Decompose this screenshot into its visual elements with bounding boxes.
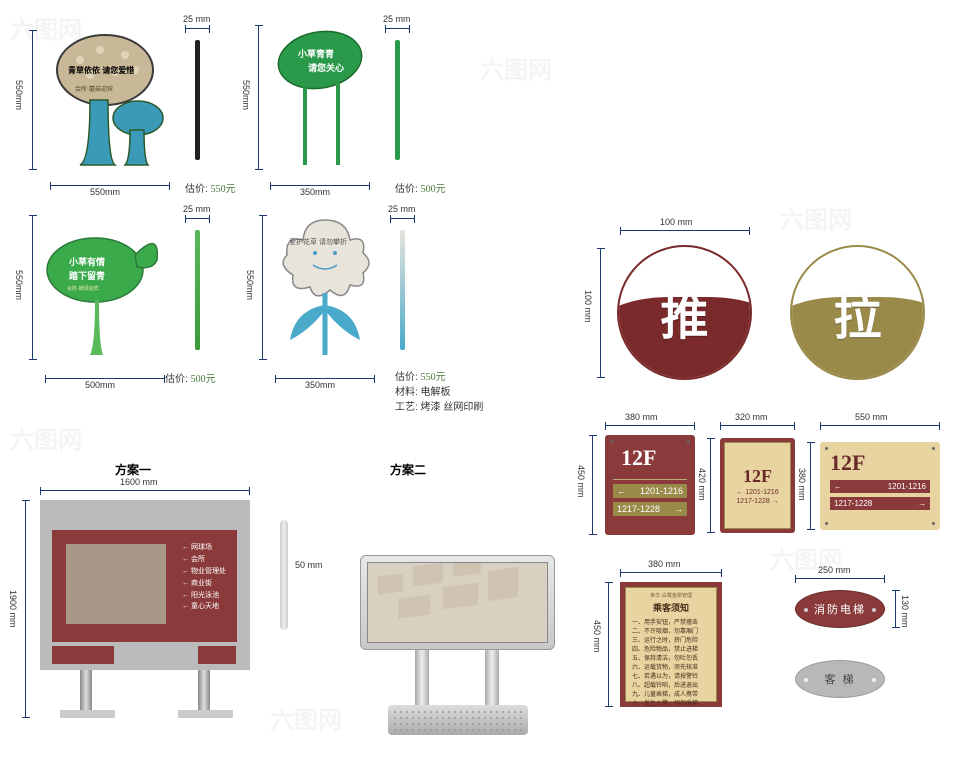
flower-sign: 爱护花草 请勿攀折 [275,215,385,365]
dim-label: 550mm [241,80,251,110]
dim-label: 380 mm [797,468,807,501]
dim-label: 500mm [85,380,115,390]
dim-fc-w [820,425,940,426]
kiosk-b [360,555,555,650]
dim-flower-h [262,215,263,360]
watermark: 六图网 [270,700,342,735]
watermark: 六图网 [10,420,82,455]
dim-leaf-w [270,185,370,186]
sprout-thickness-bar [195,230,200,350]
dim-oval-w [795,578,885,579]
dim-ka-w [40,490,250,491]
flower-text1: 爱护花草 请勿攀折 [289,237,347,247]
dim-notice-w [620,572,722,573]
dim-flower-w [275,378,375,379]
dim-fa-w [605,425,695,426]
dim-label: 350mm [300,187,330,197]
dim-push-h [600,248,601,378]
kiosk-a: 网球场会所物业管理处商业街阳光泳池童心天地 [40,500,250,670]
dim-label: 320 mm [735,412,768,422]
dim-label: 550 mm [855,412,888,422]
material-note: 材料: 电解板 工艺: 烤漆 丝网印刷 [395,385,483,415]
dim-flower-t [390,218,415,219]
mushroom-price: 估价: 550元 [185,180,236,195]
dim-fc-h [810,442,811,530]
dim-fa-h [592,435,593,535]
sprout-text3: 会所·嫩绿迎宾 [67,285,99,292]
watermark: 六图网 [480,50,552,85]
pull-sign: 拉 [790,245,925,380]
push-sign: 推 [617,245,752,380]
plan1-label: 方案一 [115,461,151,478]
dim-mushroom-h [32,30,33,170]
mushroom-sign: 青草依依 请您爱惜 会所·蘑菇迎宾 [50,30,180,175]
plan2-label: 方案二 [390,461,426,478]
dim-notice-h [608,582,609,707]
dim-label: 25 mm [388,204,416,214]
dim-mushroom-t [185,28,210,29]
kiosk-a-list: 网球场会所物业管理处商业街阳光泳池童心天地 [182,542,226,613]
dim-label: 25 mm [183,204,211,214]
dim-label: 350mm [305,380,335,390]
kiosk-a-side [280,520,288,630]
dim-label: 25 mm [183,14,211,24]
dim-label: 1600 mm [120,477,158,487]
dim-label: 1900 mm [8,590,18,628]
dim-leaf-t [385,28,410,29]
flower-thickness-bar [400,230,405,350]
fire-elevator-sign: 消防电梯 [795,590,885,628]
dim-label: 550mm [245,270,255,300]
dim-mushroom-w [50,185,170,186]
dim-sprout-w [45,378,165,379]
dim-push-w [620,230,750,231]
leaf-sign: 小草青青 请您关心 [270,25,380,175]
dim-label: 550mm [14,80,24,110]
dim-leaf-h [258,25,259,170]
dim-fb-w [720,425,795,426]
dim-label: 550mm [14,270,24,300]
dim-label: 100 mm [660,217,693,227]
floor-sign-a: 12F ←1201-1216 1217-1228→ [605,435,695,535]
mushroom-text2: 会所·蘑菇迎宾 [75,84,113,93]
dim-label: 250 mm [818,565,851,575]
notice-sign: 世华·白鹭金岸管理 乘客须知 一、用手安钮，严禁撞击 二、不许吸烟，勿靠厢门 三… [620,582,722,707]
dim-label: 380 mm [648,559,681,569]
dim-label: 420 mm [697,468,707,501]
dim-label: 50 mm [295,560,323,570]
dim-fb-h [710,438,711,533]
leaf-price: 估价: 500元 [395,180,446,195]
sprout-text2: 踏下留青 [69,269,105,282]
watermark: 六图网 [780,200,852,235]
dim-label: 450 mm [576,465,586,498]
dim-label: 380 mm [625,412,658,422]
dim-label: 450 mm [592,620,602,653]
flower-price: 估价: 550元 [395,368,446,383]
floor-sign-c: 12F ←1201-1216 1217-1228→ [820,442,940,530]
leaf-thickness-bar [395,40,400,160]
dim-ka-h [25,500,26,718]
dim-label: 100 mm [583,290,593,323]
dim-label: 550mm [90,187,120,197]
sprout-text1: 小草有情 [69,255,105,268]
dim-oval-h [895,590,896,628]
mushroom-thickness-bar [195,40,200,160]
dim-label: 130 mm [900,595,910,628]
floor-sign-b: 12F ← 1201-1216 1217-1228 → [720,438,795,533]
sprout-price: 估价: 500元 [165,370,216,385]
sprout-sign: 小草有情 踏下留青 会所·嫩绿迎宾 [45,215,175,365]
guest-elevator-sign: 客 梯 [795,660,885,698]
leaf-text1: 小草青青 [298,47,334,60]
dim-sprout-h [32,215,33,360]
leaf-text2: 请您关心 [308,61,344,74]
dim-sprout-t [185,218,210,219]
dim-label: 25 mm [383,14,411,24]
mushroom-text1: 青草依依 请您爱惜 [68,65,134,76]
